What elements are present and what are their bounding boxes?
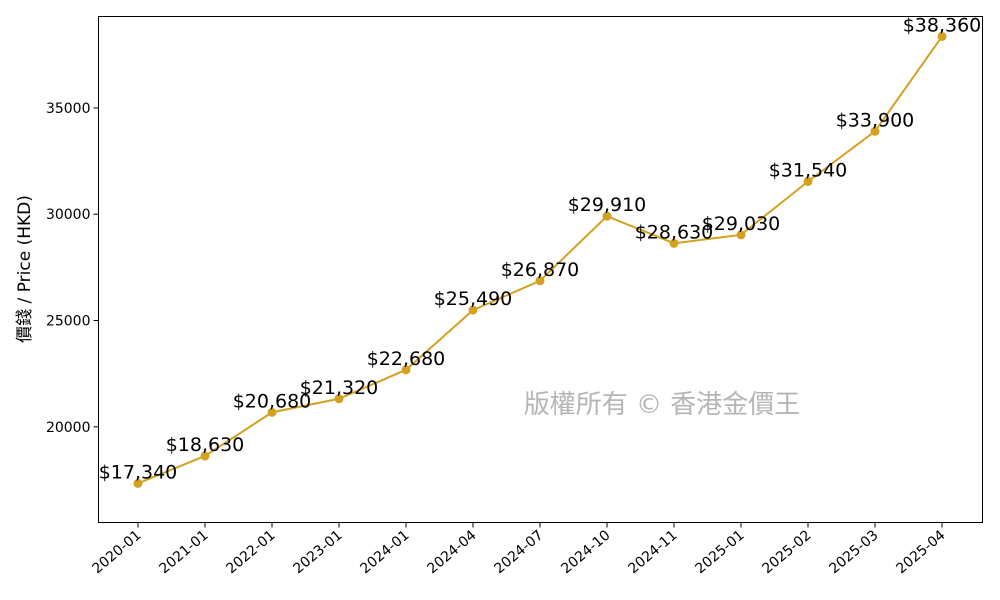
data-point xyxy=(267,407,277,417)
data-point xyxy=(937,31,947,41)
data-label: $25,490 xyxy=(434,288,513,310)
data-label: $29,910 xyxy=(568,194,647,216)
data-label: $29,030 xyxy=(702,213,781,235)
data-label: $38,360 xyxy=(903,14,982,36)
data-labels: $17,340 $18,630 $20,680$21,320 $22,680 $25,4… xyxy=(99,14,982,483)
data-point xyxy=(535,276,545,286)
x-tick-label: 2021-01 xyxy=(156,527,211,577)
x-tick-label: 2022-01 xyxy=(223,527,278,577)
data-point xyxy=(468,305,478,315)
x-tick-label: 2025-02 xyxy=(759,527,814,577)
data-label: $28,630 xyxy=(635,221,714,243)
data-point xyxy=(602,211,612,221)
data-label: $17,340 xyxy=(99,461,178,483)
x-tick-label: 2024-11 xyxy=(625,527,680,577)
x-tick-label: 2024-04 xyxy=(424,527,479,577)
y-tick-label: 25000 xyxy=(46,314,91,330)
data-label: $21,320 xyxy=(300,377,379,399)
data-label: $31,540 xyxy=(769,159,848,181)
plot-area xyxy=(98,16,983,523)
x-tick-label: 2024-01 xyxy=(357,527,412,577)
data-point xyxy=(669,238,679,248)
data-label: $26,870 xyxy=(501,259,580,281)
x-tick-label: 2025-03 xyxy=(826,527,881,577)
data-label: $18,630 xyxy=(166,434,245,456)
data-point xyxy=(334,394,344,404)
x-tick-label: 2025-04 xyxy=(893,527,948,577)
data-label: $22,680 xyxy=(367,348,446,370)
y-tick-label: 35000 xyxy=(46,101,91,117)
data-label: $20,680 xyxy=(233,390,312,412)
x-tick-label: 2025-01 xyxy=(692,527,747,577)
watermark: 版權所有 © 香港金價王 xyxy=(524,390,801,420)
x-tick-label: 2023-01 xyxy=(290,527,345,577)
y-axis-ticks: 20000 25000 30000 35000 xyxy=(46,101,99,436)
data-point xyxy=(401,365,411,375)
y-tick-label: 30000 xyxy=(46,207,91,223)
y-tick-label: 20000 xyxy=(46,420,91,436)
data-label: $33,900 xyxy=(836,109,915,131)
data-point xyxy=(133,478,143,488)
data-point xyxy=(803,176,813,186)
x-tick-label: 2024-07 xyxy=(491,527,546,577)
data-point xyxy=(736,230,746,240)
x-axis-ticks: 2020-01 2021-01 2022-01 2023-01 2024-01 2024-… xyxy=(89,522,949,577)
data-point xyxy=(870,126,880,136)
x-tick-label: 2020-01 xyxy=(89,527,144,577)
data-points xyxy=(133,31,947,488)
data-point xyxy=(200,451,210,461)
y-axis-title: 價錢 / Price (HKD) xyxy=(15,195,35,343)
x-tick-label: 2024-10 xyxy=(558,527,613,577)
